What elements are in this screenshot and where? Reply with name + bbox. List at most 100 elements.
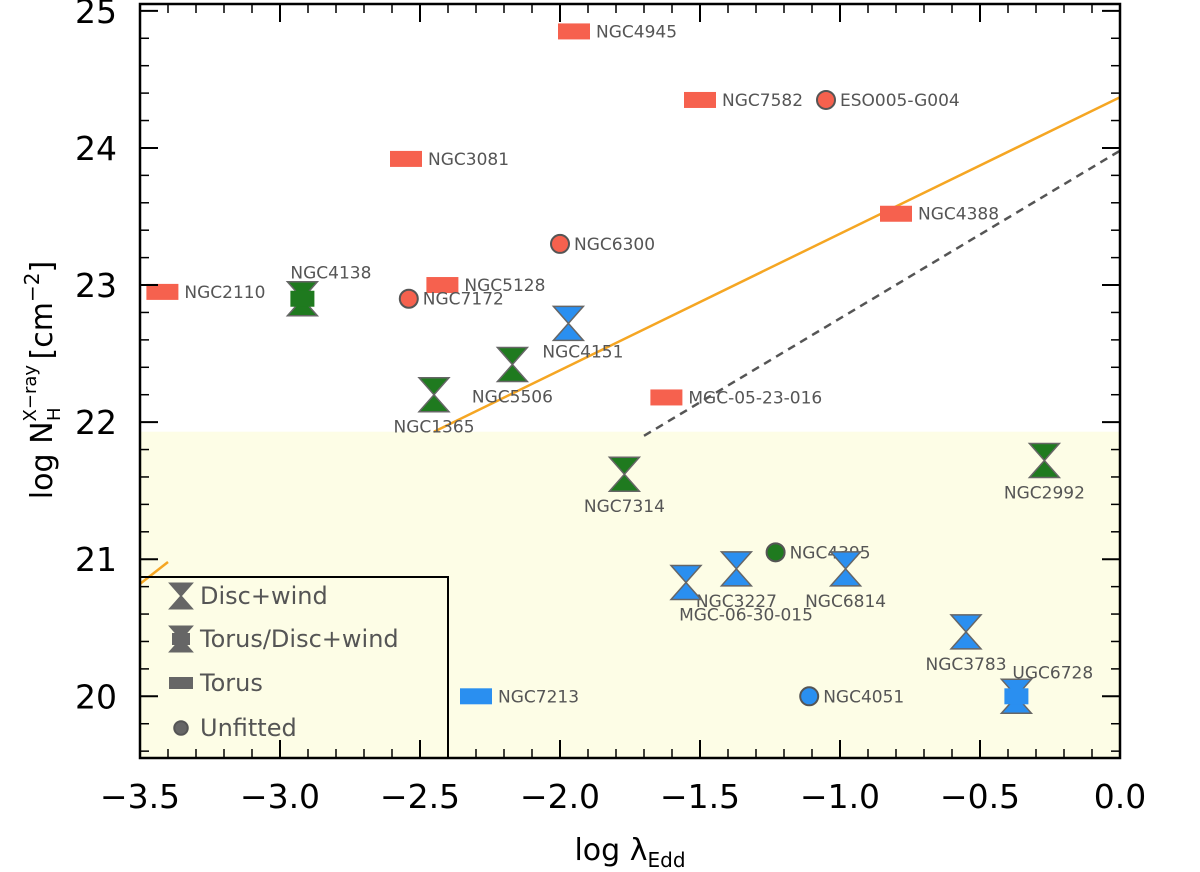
point-label: NGC3783 bbox=[925, 655, 1006, 675]
legend-marker-rect bbox=[169, 677, 193, 689]
point-eso005-g004: ESO005-G004 bbox=[816, 89, 960, 111]
point-ngc4388: NGC4388 bbox=[880, 205, 999, 225]
line-left-segment bbox=[139, 560, 169, 585]
point-label: NGC3081 bbox=[428, 150, 509, 170]
point-mgc-05-23-016: MGC-05-23-016 bbox=[650, 388, 822, 408]
point-label: NGC4388 bbox=[918, 205, 999, 225]
legend-label-disc-wind: Disc+wind bbox=[200, 582, 328, 610]
point-label: NGC4945 bbox=[596, 22, 677, 42]
point-label: MGC-06-30-015 bbox=[679, 606, 813, 626]
point-ngc4051: NGC4051 bbox=[799, 686, 904, 707]
marker-circle bbox=[765, 542, 786, 563]
marker-rect bbox=[684, 91, 716, 108]
marker-rect bbox=[426, 277, 459, 294]
marker-torus-disc-bar bbox=[1004, 688, 1029, 705]
point-ngc2992: NGC2992 bbox=[1004, 442, 1085, 504]
point-ugc6728: UGC6728 bbox=[999, 663, 1093, 715]
marker-rect bbox=[650, 389, 683, 406]
x-tick-label: −3.5 bbox=[100, 777, 180, 816]
x-axis-title: log λEdd bbox=[574, 833, 685, 872]
point-label: NGC7314 bbox=[584, 497, 665, 517]
marker-hourglass bbox=[828, 551, 863, 587]
point-label: NGC3227 bbox=[696, 592, 777, 612]
marker-rect bbox=[558, 23, 590, 40]
point-ngc1365: NGC1365 bbox=[393, 376, 475, 438]
point-label: NGC5128 bbox=[464, 276, 545, 296]
x-tick-label: −2.5 bbox=[380, 777, 460, 816]
point-label: NGC4051 bbox=[823, 687, 904, 707]
y-tick-label: 25 bbox=[75, 0, 117, 31]
point-label: MGC-05-23-016 bbox=[688, 388, 822, 408]
point-ngc7172: NGC7172 bbox=[398, 288, 504, 310]
marker-rect bbox=[390, 150, 422, 167]
marker-torus-disc-bar bbox=[290, 290, 315, 307]
y-tick-label: 22 bbox=[75, 403, 117, 442]
marker-hourglass bbox=[417, 376, 451, 413]
point-label: UGC6728 bbox=[1012, 663, 1093, 683]
marker-hourglass bbox=[495, 346, 530, 383]
point-label: NGC2992 bbox=[1004, 484, 1085, 504]
y-tick-label: 21 bbox=[75, 540, 117, 579]
point-ngc3227: NGC3227 bbox=[696, 551, 777, 612]
point-ngc4945: NGC4945 bbox=[558, 22, 677, 42]
point-label: NGC2110 bbox=[184, 283, 265, 303]
point-label: NGC7213 bbox=[498, 687, 579, 707]
point-ngc7314: NGC7314 bbox=[584, 456, 665, 517]
point-label: NGC6300 bbox=[574, 235, 655, 255]
x-tick-label: −1.5 bbox=[660, 777, 740, 816]
legend: Disc+wind Torus/Disc+wind Torus Unfitted bbox=[140, 576, 449, 758]
x-tick-label: −3.0 bbox=[240, 777, 320, 816]
y-tick-label: 24 bbox=[75, 129, 117, 168]
y-tick-label: 20 bbox=[75, 677, 117, 716]
marker-hourglass bbox=[669, 564, 703, 601]
point-ngc4138: NGC4138 bbox=[285, 264, 371, 317]
marker-hourglass bbox=[607, 456, 642, 492]
legend-marker-circle bbox=[173, 720, 189, 736]
point-label: NGC7582 bbox=[722, 91, 803, 111]
line-solid bbox=[433, 96, 1121, 433]
point-label: NGC4138 bbox=[290, 264, 371, 284]
fit-lines bbox=[139, 96, 1121, 585]
marker-circle bbox=[550, 233, 570, 254]
y-axis-title: log NX−ray H[cm−2] bbox=[20, 261, 65, 499]
y-tick-label: 23 bbox=[75, 266, 117, 305]
point-label: ESO005-G004 bbox=[840, 91, 960, 111]
point-ngc5128: NGC5128 bbox=[426, 276, 545, 296]
point-ngc7582: NGC7582 bbox=[684, 91, 803, 111]
point-ngc5506: NGC5506 bbox=[472, 346, 553, 408]
point-label: NGC7172 bbox=[423, 290, 504, 310]
marker-rect bbox=[880, 205, 912, 222]
point-label: NGC4151 bbox=[542, 342, 623, 362]
marker-circle bbox=[816, 89, 836, 110]
legend-label-unfitted: Unfitted bbox=[200, 714, 297, 742]
point-label: NGC6814 bbox=[805, 592, 886, 612]
point-ngc4151: NGC4151 bbox=[542, 305, 623, 362]
point-ngc7213: NGC7213 bbox=[460, 687, 579, 707]
point-ngc2110: NGC2110 bbox=[146, 283, 265, 303]
point-ngc3783: NGC3783 bbox=[925, 614, 1007, 675]
point-ngc3081: NGC3081 bbox=[390, 150, 509, 170]
x-tick-label: −1.0 bbox=[800, 777, 880, 816]
x-tick-label: −0.5 bbox=[940, 777, 1020, 816]
point-mgc-06-30-015: MGC-06-30-015 bbox=[669, 564, 813, 626]
x-tick-label: −2.0 bbox=[520, 777, 600, 816]
marker-circle bbox=[398, 288, 419, 309]
point-label: NGC1365 bbox=[393, 418, 474, 438]
marker-hourglass bbox=[949, 614, 983, 650]
plot-frame bbox=[138, 2, 1122, 760]
legend-label-torus: Torus bbox=[199, 669, 263, 697]
x-tick-label: 0.0 bbox=[1094, 777, 1146, 816]
point-ngc6300: NGC6300 bbox=[550, 233, 655, 255]
legend-marker-hourglass bbox=[168, 582, 194, 610]
data-points: NGC4945 NGC7582 ESO005-G004 NGC3081 NGC4388 N… bbox=[146, 22, 1093, 715]
legend-label-torus-disc-wind: Torus/Disc+wind bbox=[199, 625, 399, 653]
point-ngc6814: NGC6814 bbox=[805, 551, 886, 612]
marker-rect bbox=[460, 688, 492, 705]
marker-hourglass bbox=[719, 551, 754, 587]
marker-circle bbox=[799, 686, 820, 707]
axis-ticks: −3.5 −3.0 −2.5 −2.0 −1.5 −1.0 −0.5 0.0 20 21 22 23 2… bbox=[75, 0, 1146, 816]
line-dashed bbox=[643, 149, 1121, 437]
legend-marker-torus-disc-bar bbox=[172, 633, 190, 645]
